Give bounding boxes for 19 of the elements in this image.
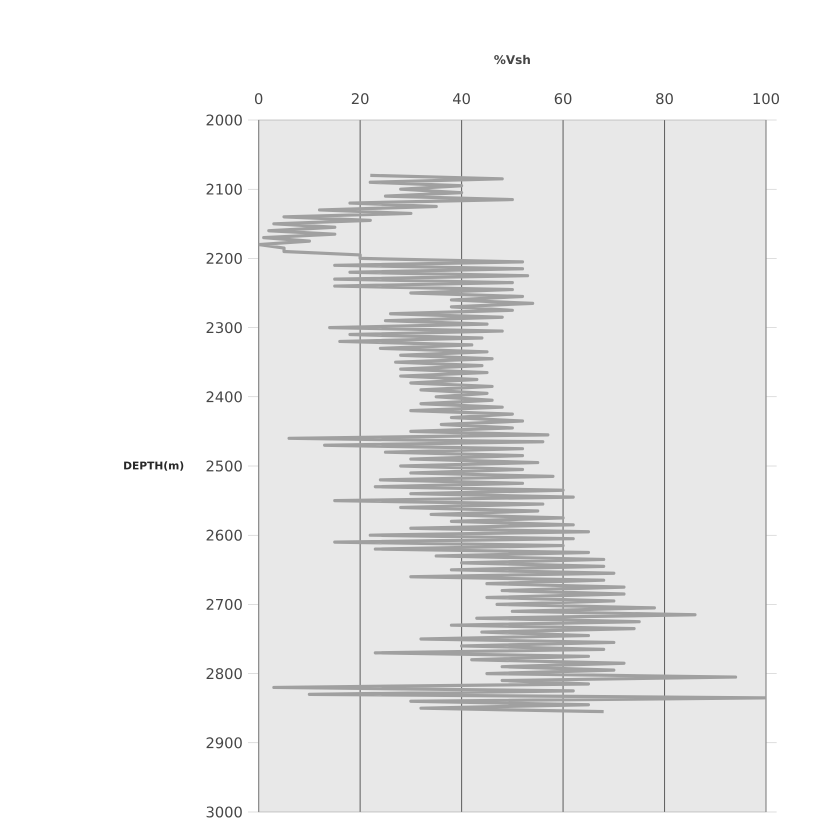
y-tick-label: 2500	[206, 460, 242, 472]
y-tick-label: 2000	[206, 114, 242, 126]
y-tick-label: 2400	[206, 391, 242, 402]
x-tick-label: 0	[254, 93, 262, 104]
y-tick-label: 3000	[206, 806, 242, 818]
y-tick-label: 2600	[206, 530, 242, 541]
x-tick-label: 40	[452, 93, 470, 104]
y-tick-label: 2200	[206, 252, 242, 264]
x-tick-label: 80	[656, 93, 673, 104]
x-tick-label: 100	[754, 93, 779, 104]
x-axis-title: %Vsh	[494, 54, 530, 64]
y-tick-label: 2100	[206, 184, 242, 195]
y-axis-title: DEPTH(m)	[124, 461, 184, 471]
y-tick-label: 2800	[206, 668, 242, 680]
x-tick-label: 20	[352, 93, 368, 104]
y-tick-label: 2300	[206, 322, 242, 334]
y-tick-label: 2900	[206, 737, 242, 748]
x-tick-label: 60	[554, 93, 572, 104]
y-tick-label: 2700	[206, 598, 242, 610]
